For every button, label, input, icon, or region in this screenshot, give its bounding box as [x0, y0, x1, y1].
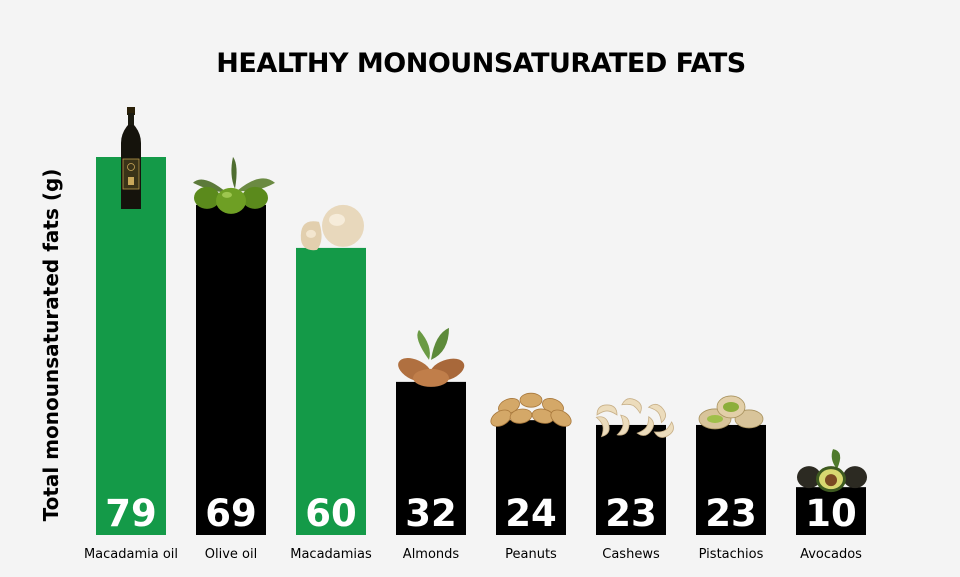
category-label: Olive oil — [205, 547, 257, 562]
bar-macadamia-oil — [96, 157, 166, 535]
category-label: Cashews — [602, 547, 660, 562]
olives-icon — [193, 156, 275, 214]
category-label: Almonds — [403, 547, 460, 562]
value-label: 23 — [705, 492, 757, 535]
category-label: Peanuts — [505, 547, 557, 562]
macadamia-nuts-icon — [300, 204, 364, 251]
value-label: 69 — [205, 492, 257, 535]
bars-group — [96, 157, 866, 536]
value-label: 23 — [605, 492, 657, 535]
bar-olive-oil — [196, 204, 266, 536]
bar-avocados — [796, 487, 866, 535]
y-axis-label: Total monounsaturated fats (g) — [39, 169, 63, 522]
food-icons-group — [121, 107, 867, 493]
category-label: Macadamia oil — [84, 547, 178, 562]
cashews-icon — [595, 398, 674, 438]
category-label: Macadamias — [290, 547, 372, 562]
bar-macadamias — [296, 247, 366, 536]
bar-pistachios — [696, 424, 766, 535]
category-label: Avocados — [800, 547, 862, 562]
bar-peanuts — [496, 420, 566, 535]
pistachios-icon — [698, 395, 764, 430]
value-label: 79 — [105, 492, 157, 535]
category-label: Pistachios — [699, 547, 764, 562]
almonds-icon — [398, 327, 465, 387]
value-labels-group: 79 69 60 32 24 23 23 10 — [105, 492, 857, 535]
avocado-icon — [797, 449, 867, 493]
bar-almonds — [396, 381, 466, 535]
category-labels-group: Macadamia oil Olive oil Macadamias Almonds P… — [84, 547, 862, 562]
value-label: 24 — [505, 492, 557, 535]
oil-bottle-icon — [121, 107, 141, 209]
value-label: 10 — [805, 492, 857, 535]
peanuts-icon — [490, 392, 572, 427]
value-label: 60 — [305, 492, 357, 535]
value-label: 32 — [405, 492, 457, 535]
bar-cashews — [596, 424, 666, 535]
chart-title: HEALTHY MONOUNSATURATED FATS — [216, 48, 745, 79]
